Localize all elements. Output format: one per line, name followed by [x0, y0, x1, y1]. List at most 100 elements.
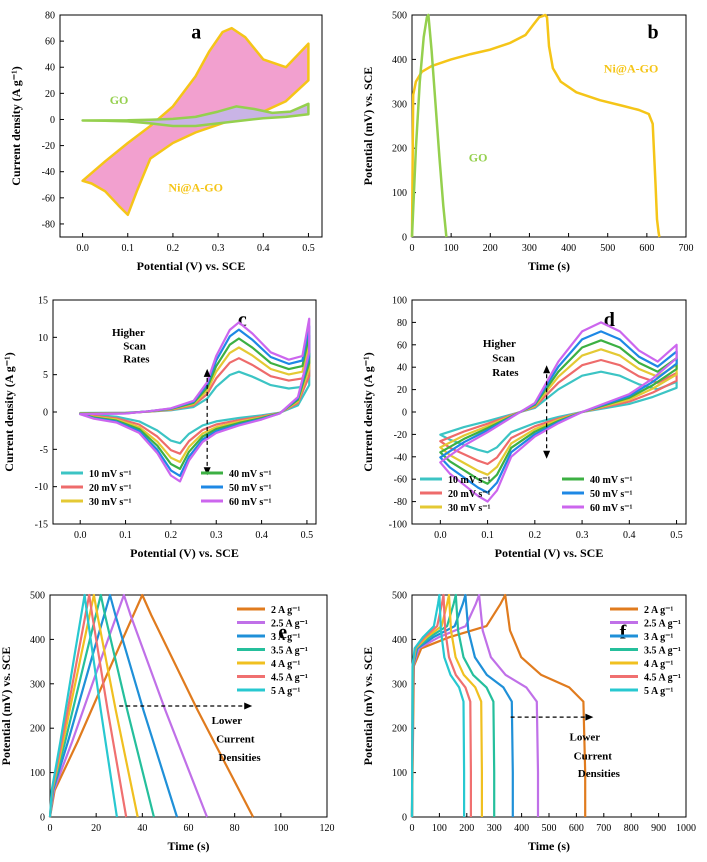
cv-loop: [79, 343, 311, 464]
y-tick-label: 200: [392, 144, 407, 155]
x-tick-label: 60: [184, 823, 194, 834]
y-tick-label: 500: [30, 591, 45, 602]
x-axis-label: Potential (V) vs. SCE: [130, 546, 239, 560]
y-axis-label: Potential (mV) vs. SCE: [361, 67, 375, 186]
legend-label: 3 A g⁻¹: [644, 632, 673, 643]
annotation-text: Densities: [219, 752, 262, 764]
x-tick-label: 600: [639, 243, 654, 254]
y-tick-label: 500: [392, 591, 407, 602]
y-tick-label: 5: [43, 370, 48, 381]
y-tick-label: -60: [394, 475, 407, 486]
x-tick-label: 0.5: [302, 243, 315, 254]
series-label: GO: [110, 93, 129, 107]
x-tick-label: 700: [679, 243, 694, 254]
x-tick-label: 1000: [676, 823, 696, 834]
annotation-text: Scan: [492, 353, 515, 365]
legend-label: 2 A g⁻¹: [271, 605, 300, 616]
gcd-curve-go: [410, 13, 448, 238]
x-tick-label: 0.0: [76, 243, 89, 254]
x-tick-label: 100: [444, 243, 459, 254]
x-tick-label: 300: [522, 243, 537, 254]
x-tick-label: 900: [651, 823, 666, 834]
x-tick-label: 400: [561, 243, 576, 254]
cv-loop: [79, 368, 311, 445]
legend-label: 20 mV s⁻¹: [89, 483, 132, 494]
y-tick-label: 80: [45, 11, 55, 22]
y-axis-label: Current density (A g⁻¹): [361, 352, 375, 471]
x-tick-label: 80: [230, 823, 240, 834]
y-tick-label: 100: [392, 188, 407, 199]
y-axis-label: Current density (A g⁻¹): [9, 66, 23, 185]
y-tick-label: -20: [42, 141, 55, 152]
annotation-text: Lower: [570, 732, 601, 744]
legend-label: 20 mV s⁻¹: [448, 489, 491, 500]
x-tick-label: 0.4: [623, 530, 636, 541]
annotation-text: Densities: [578, 768, 621, 780]
arrow-head-down: [203, 467, 211, 476]
x-tick-label: 500: [542, 823, 557, 834]
legend-label: 50 mV s⁻¹: [229, 483, 272, 494]
arrow-head: [585, 713, 594, 721]
y-tick-label: -80: [42, 219, 55, 230]
arrow-head-up: [543, 365, 551, 374]
panel-label: a: [191, 22, 201, 44]
x-tick-label: 0.4: [255, 530, 268, 541]
x-tick-label: 100: [273, 823, 288, 834]
y-tick-label: -100: [389, 520, 407, 531]
plot-frame: [59, 14, 323, 238]
legend-label: 30 mV s⁻¹: [89, 497, 132, 508]
x-tick-label: 0.1: [119, 530, 132, 541]
cv-loop: [439, 358, 678, 466]
y-tick-label: -15: [35, 520, 48, 531]
y-tick-label: 500: [392, 11, 407, 22]
gcd-curve: [48, 593, 255, 818]
legend-label: 2.5 A g⁻¹: [271, 619, 308, 630]
y-tick-label: -40: [42, 167, 55, 178]
annotation-text: Current: [574, 750, 613, 762]
annotation-text: Rates: [123, 354, 150, 366]
x-axis-label: Time (s): [167, 839, 209, 853]
x-tick-label: 800: [624, 823, 639, 834]
x-tick-label: 0.2: [167, 243, 180, 254]
y-tick-label: -5: [40, 445, 48, 456]
legend-label: 30 mV s⁻¹: [448, 503, 491, 514]
x-axis-label: Potential (V) vs. SCE: [137, 259, 246, 273]
x-tick-label: 500: [600, 243, 615, 254]
y-tick-label: 0: [40, 813, 45, 824]
x-axis-label: Time (s): [528, 839, 570, 853]
y-tick-label: 300: [392, 99, 407, 110]
y-axis-label: Potential (mV) vs. SCE: [0, 647, 13, 766]
arrow-head: [244, 702, 253, 710]
x-tick-label: 0.5: [670, 530, 683, 541]
cv-loop: [439, 321, 678, 503]
legend-label: 2 A g⁻¹: [644, 605, 673, 616]
x-tick-label: 600: [569, 823, 584, 834]
x-tick-label: 40: [137, 823, 147, 834]
annotation-text: Higher: [112, 327, 145, 339]
annotation-text: Scan: [123, 340, 146, 352]
y-tick-label: 40: [397, 363, 407, 374]
cv-loop: [79, 325, 311, 477]
x-tick-label: 120: [320, 823, 335, 834]
cv-loop: [439, 370, 678, 454]
gcd-curve: [410, 593, 540, 818]
annotation-text: Higher: [483, 338, 516, 350]
y-tick-label: 400: [30, 635, 45, 646]
y-tick-label: 0: [402, 233, 407, 244]
legend-label: 4.5 A g⁻¹: [644, 673, 681, 684]
panel-e: 0 20 40 60 80 100 120 0 100 200 300 400 500 Time (s) P…: [0, 591, 335, 854]
x-tick-label: 20: [91, 823, 101, 834]
legend-label: 4 A g⁻¹: [644, 659, 673, 670]
y-tick-label: 0: [43, 408, 48, 419]
x-tick-label: 0.0: [434, 530, 447, 541]
cv-loop: [79, 334, 311, 470]
gcd-curve-niago: [410, 13, 661, 238]
y-tick-label: 20: [45, 89, 55, 100]
legend-label: 60 mV s⁻¹: [590, 503, 633, 514]
gcd-curve: [410, 593, 587, 818]
panel-label: d: [604, 309, 615, 331]
cv-loop-go: [81, 102, 310, 128]
y-tick-label: 100: [392, 296, 407, 307]
y-tick-label: -80: [394, 497, 407, 508]
x-tick-label: 0.4: [257, 243, 270, 254]
